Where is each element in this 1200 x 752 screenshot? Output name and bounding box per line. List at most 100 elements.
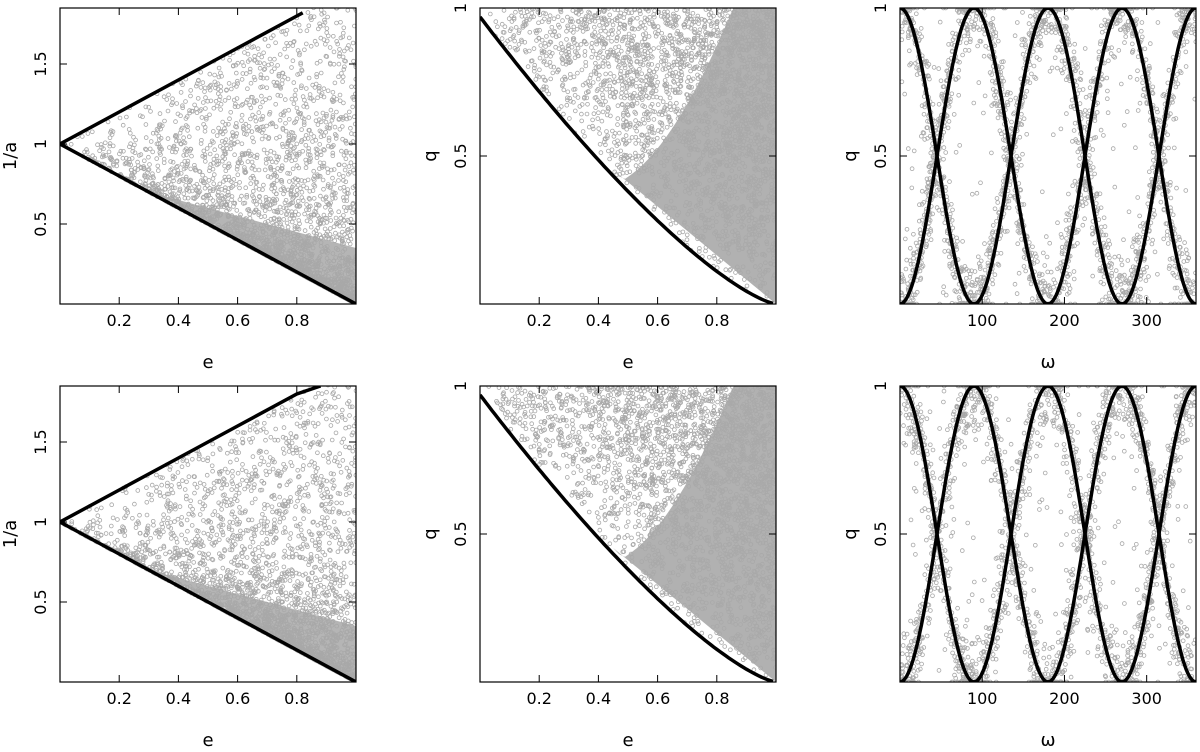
data-point [257, 65, 263, 71]
data-point [284, 220, 290, 226]
data-point [541, 87, 547, 92]
data-point [688, 68, 693, 74]
data-point [198, 70, 204, 75]
data-point [195, 125, 201, 131]
data-point [547, 59, 553, 65]
data-point [331, 143, 336, 148]
data-point [352, 23, 356, 29]
data-point [703, 32, 709, 37]
data-point [531, 14, 536, 20]
data-point [294, 141, 300, 147]
data-point [553, 44, 558, 50]
data-point [318, 119, 324, 125]
data-point [304, 104, 310, 110]
data-point [602, 136, 608, 142]
data-point [230, 183, 236, 189]
data-point [555, 14, 561, 20]
data-point [282, 74, 287, 80]
data-point [285, 170, 290, 176]
data-point [188, 88, 194, 93]
data-point [277, 134, 283, 140]
data-point [653, 74, 659, 80]
data-point [600, 54, 606, 60]
data-point [560, 82, 566, 87]
data-point [343, 148, 349, 154]
data-point [182, 195, 188, 201]
data-point [696, 42, 701, 47]
data-point [252, 154, 257, 159]
data-point [315, 213, 321, 219]
data-point [174, 172, 180, 178]
data-point [250, 163, 256, 169]
data-point [627, 56, 633, 61]
data-point [673, 69, 678, 75]
data-point [203, 95, 208, 100]
data-point [269, 61, 274, 67]
data-point [155, 182, 161, 187]
data-point [605, 54, 611, 60]
data-point [711, 253, 717, 259]
data-point [265, 156, 271, 162]
data-point [259, 93, 264, 99]
data-point [214, 153, 220, 159]
data-point [165, 184, 171, 189]
data-point [170, 96, 175, 101]
data-point [629, 103, 635, 109]
data-point [339, 71, 344, 76]
data-point [595, 65, 601, 70]
data-point [210, 176, 216, 181]
data-point [179, 125, 185, 131]
data-point [706, 18, 712, 24]
data-point [232, 201, 238, 206]
data-point [242, 169, 247, 175]
data-point [251, 44, 257, 49]
data-point [567, 96, 572, 101]
data-point [188, 93, 193, 99]
data-point [591, 111, 597, 116]
boundary-curve [60, 142, 356, 304]
data-point [163, 186, 168, 192]
data-point [642, 48, 647, 54]
data-point [572, 55, 578, 61]
data-point [641, 54, 646, 60]
data-point [216, 189, 221, 195]
data-point [284, 212, 289, 218]
data-point [624, 163, 630, 169]
data-point [638, 61, 643, 67]
data-point [619, 78, 624, 83]
data-point [318, 134, 324, 140]
data-point [234, 84, 239, 89]
data-point [290, 192, 296, 197]
data-point [133, 137, 138, 143]
data-point [330, 153, 336, 159]
data-point [646, 112, 652, 117]
data-point [261, 147, 267, 153]
data-point [632, 48, 638, 54]
data-point [323, 205, 328, 210]
data-point [350, 220, 356, 226]
data-point [246, 148, 252, 154]
data-point [607, 12, 612, 18]
data-point [595, 76, 601, 82]
data-point [300, 94, 306, 99]
data-point [717, 13, 723, 18]
data-point [223, 128, 228, 134]
data-point [189, 153, 194, 159]
data-point [328, 107, 334, 113]
data-point [596, 9, 602, 15]
data-point [341, 48, 347, 54]
data-point [655, 128, 661, 133]
data-point [249, 159, 255, 165]
data-point [639, 71, 644, 77]
data-point [612, 8, 617, 12]
data-point [346, 109, 352, 115]
data-point [668, 222, 674, 227]
data-point [135, 167, 141, 172]
data-point [202, 152, 208, 158]
data-point [177, 130, 183, 136]
data-point [234, 70, 239, 76]
data-point [640, 153, 646, 158]
data-point [664, 125, 670, 130]
data-point [631, 33, 636, 39]
data-point [341, 178, 346, 183]
